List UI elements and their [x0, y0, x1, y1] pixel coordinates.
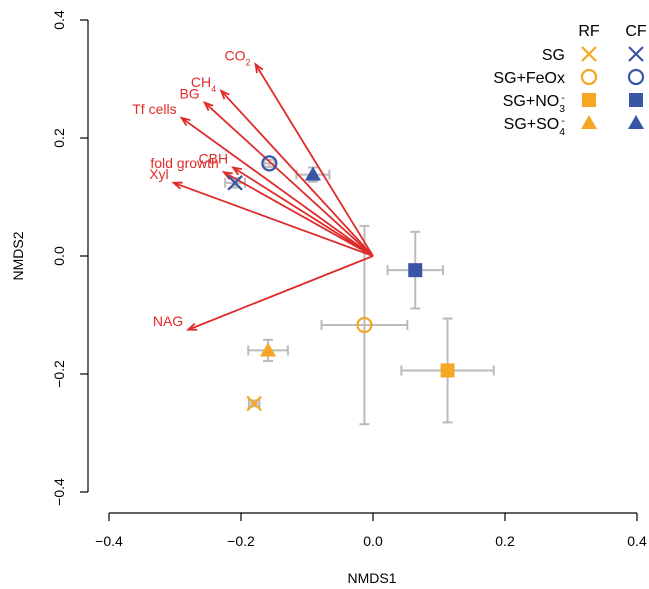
x-tick-label: 0.4: [627, 533, 647, 549]
vector-arrow: [219, 89, 374, 257]
y-axis-label: NMDS2: [10, 231, 26, 280]
vector-arrow: [221, 171, 374, 257]
x-tick-label: −0.2: [227, 533, 255, 549]
legend-marker-rf: [580, 68, 598, 86]
vector-label: Xyl: [149, 166, 168, 182]
point-cf-x: [227, 175, 243, 191]
legend-label: SG+SO4-: [504, 116, 566, 138]
vector-label: BG: [179, 86, 199, 102]
legend: RF CF SG SG+FeOx SG+NO3-SG+SO4-: [493, 23, 646, 138]
vector-arrow: [231, 166, 374, 257]
environmental-vectors: [171, 62, 374, 331]
legend-header-cf: CF: [625, 23, 647, 40]
vector-arrow: [202, 100, 374, 257]
x-axis-label: NMDS1: [347, 570, 396, 586]
point-cf-triangle: [304, 166, 321, 181]
legend-marker-cf: [628, 46, 644, 62]
point-cf-square: [408, 263, 423, 278]
legend-marker-cf: [629, 93, 643, 107]
error-bars: [224, 158, 495, 426]
legend-marker-cf: [627, 68, 645, 86]
point-cf-circle: [261, 155, 278, 172]
point-rf-circle: [356, 316, 373, 334]
error-bar: [320, 224, 409, 426]
y-tick-label: 0.0: [51, 246, 67, 266]
legend-marker-rf: [581, 46, 597, 62]
vector-label: CBH: [199, 151, 229, 167]
y-tick-label: 0.2: [51, 128, 67, 148]
vector-arrow: [185, 255, 374, 331]
x-tick-label: −0.4: [95, 533, 123, 549]
vector-label: CO2: [224, 47, 250, 67]
legend-label: SG+FeOx: [493, 70, 565, 87]
legend-label: SG+NO3-: [503, 93, 565, 115]
legend-marker-rf: [580, 114, 598, 130]
error-bar: [263, 158, 276, 169]
vector-arrow: [179, 116, 374, 257]
vector-label: fold growth: [150, 155, 218, 171]
vector-label: NAG: [153, 313, 183, 329]
vector-arrow: [171, 181, 374, 257]
legend-header-rf: RF: [578, 23, 600, 40]
legend-marker-cf: [627, 114, 645, 130]
y-tick-label: −0.2: [51, 360, 67, 388]
legend-label: SG: [542, 47, 565, 64]
vector-label: CH4: [191, 74, 216, 94]
x-tick-label: 0.2: [495, 533, 515, 549]
y-tick-label: 0.4: [51, 10, 67, 30]
point-rf-square: [440, 363, 455, 378]
x-tick-label: 0.0: [363, 533, 383, 549]
data-points: [227, 155, 455, 412]
vector-label: Tf cells: [132, 101, 176, 117]
point-rf-x: [246, 395, 262, 412]
legend-marker-rf: [582, 93, 596, 107]
vector-arrow: [254, 62, 374, 257]
axes: −0.4 −0.2 0.0 0.2 0.4 −0.4 −0.2 0.0 0.2 0.4 NMDS1 N…: [10, 10, 647, 586]
point-rf-triangle: [260, 342, 277, 357]
y-tick-label: −0.4: [51, 478, 67, 506]
